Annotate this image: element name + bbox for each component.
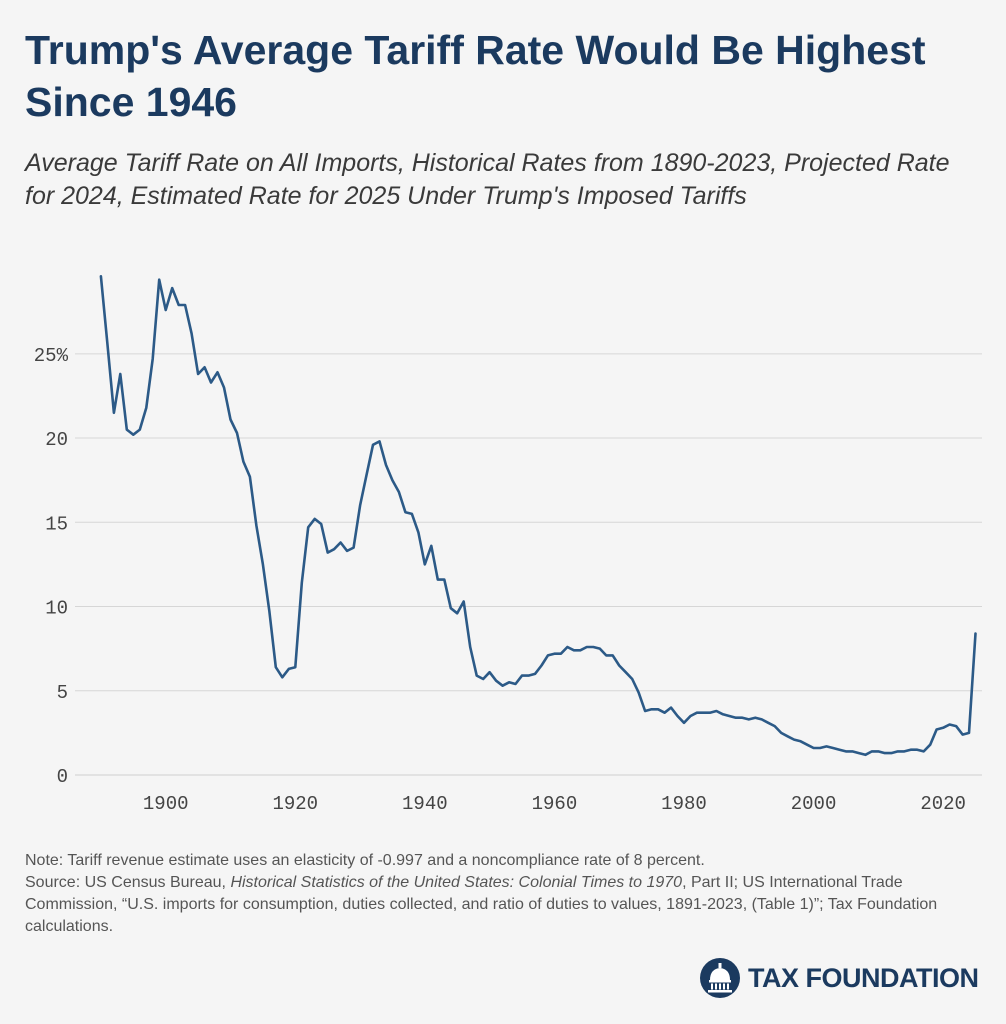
y-tick-label: 5 bbox=[57, 682, 68, 704]
x-tick-label: 1920 bbox=[272, 793, 318, 815]
source-book-title: Historical Statistics of the United Stat… bbox=[230, 874, 683, 891]
x-tick-label: 1940 bbox=[402, 793, 448, 815]
source-prefix: Source: US Census Bureau, bbox=[25, 874, 231, 891]
x-tick-label: 2000 bbox=[791, 793, 837, 815]
chart-notes: Note: Tariff revenue estimate uses an el… bbox=[25, 850, 975, 938]
y-tick-label: 15 bbox=[45, 513, 68, 535]
note-text: Note: Tariff revenue estimate uses an el… bbox=[25, 852, 705, 869]
tax-foundation-logo[interactable]: TAX FOUNDATION bbox=[700, 958, 979, 998]
brand-name: TAX FOUNDATION bbox=[748, 962, 979, 993]
source-text: Source: US Census Bureau, Historical Sta… bbox=[25, 872, 975, 938]
chart-subtitle: Average Tariff Rate on All Imports, Hist… bbox=[25, 149, 950, 210]
y-tick-label: 10 bbox=[45, 598, 68, 620]
source-rest: , Part II; US International Trade Commis… bbox=[25, 874, 938, 935]
x-tick-label: 1980 bbox=[661, 793, 707, 815]
y-tick-label: 20 bbox=[45, 429, 68, 451]
x-tick-label: 2020 bbox=[920, 793, 966, 815]
series-line bbox=[99, 274, 977, 757]
chart-title: Trump's Average Tariff Rate Would Be Hig… bbox=[25, 27, 926, 125]
y-tick-label: 25% bbox=[34, 345, 69, 367]
y-tick-label: 0 bbox=[57, 766, 68, 788]
x-tick-label: 1960 bbox=[532, 793, 578, 815]
x-tick-label: 1900 bbox=[143, 793, 189, 815]
capitol-dome-icon bbox=[700, 958, 740, 998]
